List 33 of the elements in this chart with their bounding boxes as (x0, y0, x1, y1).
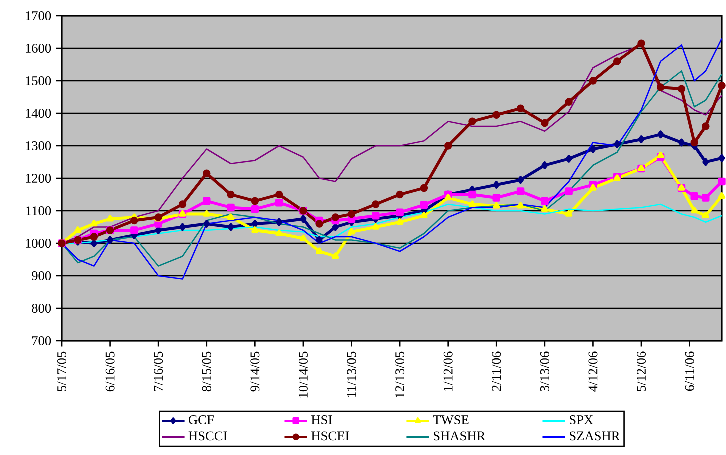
legend-label: HSCCI (188, 432, 228, 441)
x-tick-label: 5/12/06 (637, 352, 646, 392)
x-tick-label: 10/14/05 (298, 352, 308, 398)
x-tick-label: 11/13/05 (347, 352, 356, 398)
x-tick-label: 12/13/05 (396, 352, 405, 398)
legend-label: SZASHR (570, 432, 620, 441)
x-tick-label: 9/14/05 (250, 352, 260, 392)
x-tick-label: 3/13/06 (540, 352, 550, 392)
legend-label: SHASHR (434, 432, 486, 441)
y-tick-label: 1500 (26, 76, 52, 86)
y-tick-label: 1700 (26, 12, 52, 20)
legend-label: GCF (189, 416, 214, 424)
legend-label: SPX (570, 416, 594, 424)
y-tick-label: 700 (32, 336, 52, 346)
x-tick-label: 8/15/05 (202, 352, 212, 392)
y-tick-label: 1400 (26, 109, 52, 118)
legend-label: TWSE (433, 416, 469, 425)
y-tick-label: 1300 (26, 142, 52, 150)
x-tick-label: 6/11/06 (685, 352, 694, 392)
y-tick-label: 1000 (26, 239, 52, 248)
y-tick-label: 900 (32, 272, 52, 280)
y-tick-label: 1200 (26, 174, 52, 183)
legend-label: HSCEI (312, 432, 350, 441)
x-tick-label: 5/17/05 (58, 352, 66, 392)
y-tick-label: 1600 (26, 44, 52, 53)
legend-label: HSI (312, 416, 332, 424)
x-tick-label: 6/16/05 (106, 352, 115, 392)
x-tick-label: 1/12/06 (444, 352, 453, 391)
y-tick-label: 800 (32, 304, 52, 313)
x-tick-label: 4/12/06 (588, 352, 598, 392)
y-tick-label: 1100 (26, 206, 52, 216)
x-tick-label: 7/16/05 (154, 352, 164, 392)
x-tick-label: 2/11/06 (492, 352, 502, 392)
